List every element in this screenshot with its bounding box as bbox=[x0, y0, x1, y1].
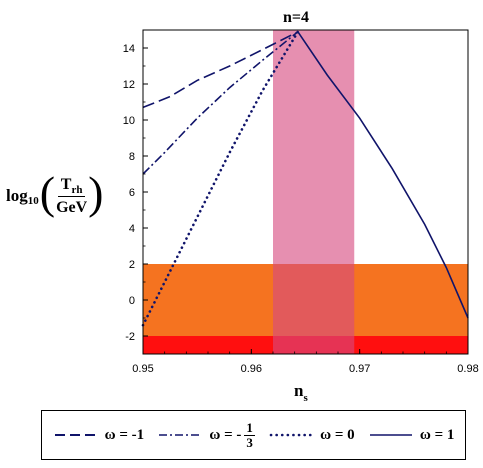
legend-item-omega-1: ω = 1 bbox=[368, 426, 455, 444]
x-label-sub: s bbox=[303, 392, 308, 404]
y-label-log-base: 10 bbox=[27, 195, 39, 207]
y-tick-label: 8 bbox=[129, 151, 135, 163]
legend-item-omega-minus-third: ω = - 1 3 bbox=[157, 421, 255, 449]
legend-item-omega-0: ω = 0 bbox=[268, 427, 355, 444]
series-line-dashed bbox=[142, 31, 299, 109]
y-tick-label: 2 bbox=[129, 259, 135, 271]
x-label-base: n bbox=[294, 381, 304, 400]
legend-swatch-dashdot bbox=[159, 434, 202, 436]
x-tick-label: 0.96 bbox=[241, 363, 262, 375]
y-tick-label: 6 bbox=[129, 187, 135, 199]
y-label-log: log bbox=[6, 186, 28, 205]
y-tick-label: 0 bbox=[129, 295, 135, 307]
chart-series bbox=[141, 30, 469, 327]
y-tick-label: -2 bbox=[125, 331, 135, 343]
legend-label-fraction: ω = - 1 3 bbox=[209, 421, 255, 449]
legend-swatch-dashed bbox=[54, 434, 97, 436]
chart-svg: -2 0 2 4 6 8 10 12 14 0.95 0.96 0.97 0.98 n=4 bbox=[123, 9, 479, 375]
y-tick-label: 12 bbox=[123, 79, 135, 91]
legend-label-text: ω = - bbox=[209, 426, 242, 443]
x-tick-label: 0.98 bbox=[457, 363, 478, 375]
y-tick-label: 14 bbox=[123, 43, 135, 55]
y-label-close-paren: ) bbox=[88, 167, 104, 218]
legend-label: ω = -1 bbox=[104, 426, 145, 443]
legend-swatch-solid bbox=[369, 434, 412, 436]
chart-bands bbox=[143, 30, 468, 354]
legend-label: ω = 0 bbox=[320, 426, 355, 443]
chart-title: n=4 bbox=[283, 9, 309, 26]
y-tick-label: 4 bbox=[129, 223, 135, 235]
y-label-open-paren: ( bbox=[39, 167, 56, 218]
legend-item-omega-minus-1: ω = -1 bbox=[53, 426, 145, 444]
legend: ω = -1 ω = - 1 3 ω = 0 ω = 1 bbox=[41, 410, 466, 460]
y-axis-label: log 10 ( Trh GeV ) bbox=[6, 166, 105, 226]
x-axis-label: ns bbox=[294, 381, 308, 404]
legend-swatch-dotted bbox=[269, 433, 314, 437]
series-line-dotted bbox=[141, 30, 300, 327]
band-vertical-2 bbox=[273, 30, 355, 354]
y-label-numerator: Trh bbox=[57, 175, 86, 197]
y-label-num-base: T bbox=[60, 175, 72, 193]
y-label-num-sub: rh bbox=[71, 183, 83, 196]
legend-fraction: 1 3 bbox=[244, 421, 255, 449]
chart-axes: -2 0 2 4 6 8 10 12 14 0.95 0.96 0.97 0.98 bbox=[123, 29, 479, 375]
series-line-dashdot bbox=[142, 31, 299, 175]
legend-label: ω = 1 bbox=[419, 426, 455, 443]
y-tick-label: 10 bbox=[123, 115, 135, 127]
legend-fraction-num: 1 bbox=[244, 419, 255, 436]
y-label-fraction: Trh GeV bbox=[56, 176, 87, 217]
series-line-solid bbox=[297, 31, 469, 319]
legend-fraction-den: 3 bbox=[246, 434, 253, 450]
x-tick-label: 0.97 bbox=[349, 363, 370, 375]
y-label-denominator: GeV bbox=[56, 198, 88, 216]
x-tick-label: 0.95 bbox=[132, 363, 153, 375]
